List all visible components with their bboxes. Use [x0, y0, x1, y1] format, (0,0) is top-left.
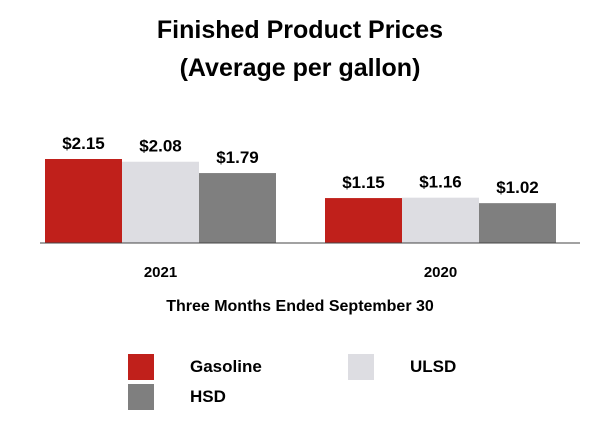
legend-label-gasoline: Gasoline [190, 357, 262, 376]
legend-swatch-gasoline [128, 354, 154, 380]
data-label-ulsd-2020: $1.16 [419, 173, 462, 192]
bar-ulsd-2020 [402, 197, 479, 243]
data-label-hsd-2021: $1.79 [216, 148, 259, 167]
x-tick-label-2021: 2021 [144, 264, 177, 281]
legend-swatch-hsd [128, 384, 154, 410]
x-axis-label: Three Months Ended September 30 [166, 298, 434, 315]
bar-gasoline-2021 [45, 159, 122, 243]
bar-gasoline-2020 [325, 198, 402, 243]
bar-hsd-2020 [479, 203, 556, 243]
data-label-hsd-2020: $1.02 [496, 178, 539, 197]
x-tick-label-2020: 2020 [424, 264, 457, 281]
bar-ulsd-2021 [122, 161, 199, 243]
legend-swatch-ulsd [348, 354, 374, 380]
chart-title: Finished Product Prices [156, 16, 444, 44]
data-label-gasoline-2020: $1.15 [342, 173, 385, 192]
bar-hsd-2021 [199, 173, 276, 243]
legend-label-hsd: HSD [190, 387, 226, 406]
data-label-gasoline-2021: $2.15 [62, 134, 105, 153]
chart-subtitle: (Average per gallon) [179, 54, 421, 82]
data-label-ulsd-2021: $2.08 [139, 137, 182, 156]
legend-label-ulsd: ULSD [410, 357, 457, 376]
